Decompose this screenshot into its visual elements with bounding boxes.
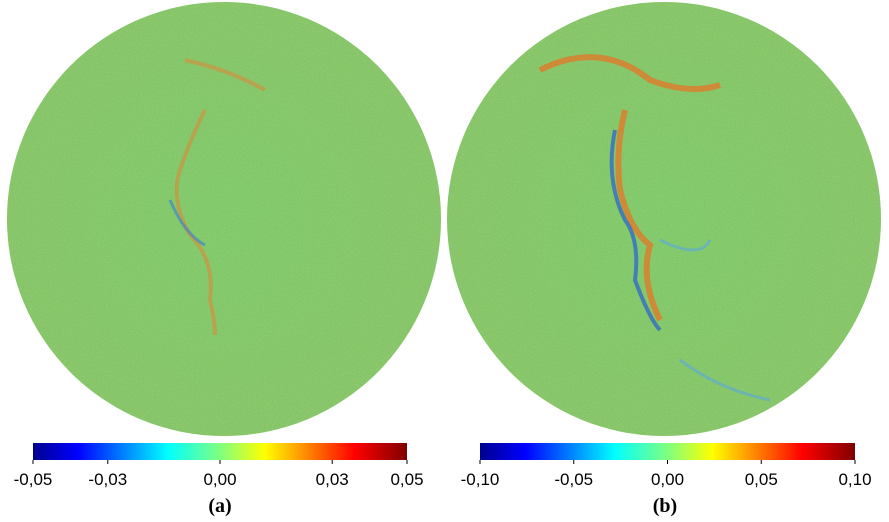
tick-label: 0,10 xyxy=(838,470,871,489)
colorbar xyxy=(33,443,407,460)
feature xyxy=(659,238,771,402)
sphere xyxy=(447,2,881,436)
sphere xyxy=(7,2,441,436)
tick-label: -0,10 xyxy=(461,470,500,489)
globe-a xyxy=(7,2,441,436)
tick-label: -0,05 xyxy=(554,470,593,489)
tick-label: 0,05 xyxy=(745,470,778,489)
panel-label: (a) xyxy=(208,495,231,517)
feature xyxy=(538,54,721,322)
tick-label: 0,00 xyxy=(203,470,236,489)
tick-label: 0,03 xyxy=(316,470,349,489)
colorbar xyxy=(480,443,855,460)
tick-label: -0,05 xyxy=(14,470,53,489)
tick-label: 0,05 xyxy=(390,470,423,489)
panel-label: (b) xyxy=(653,495,677,517)
feature xyxy=(609,129,662,332)
globe-b xyxy=(447,2,881,436)
feature xyxy=(168,199,206,247)
tick-label: 0,00 xyxy=(651,470,684,489)
tick-label: -0,03 xyxy=(88,470,127,489)
